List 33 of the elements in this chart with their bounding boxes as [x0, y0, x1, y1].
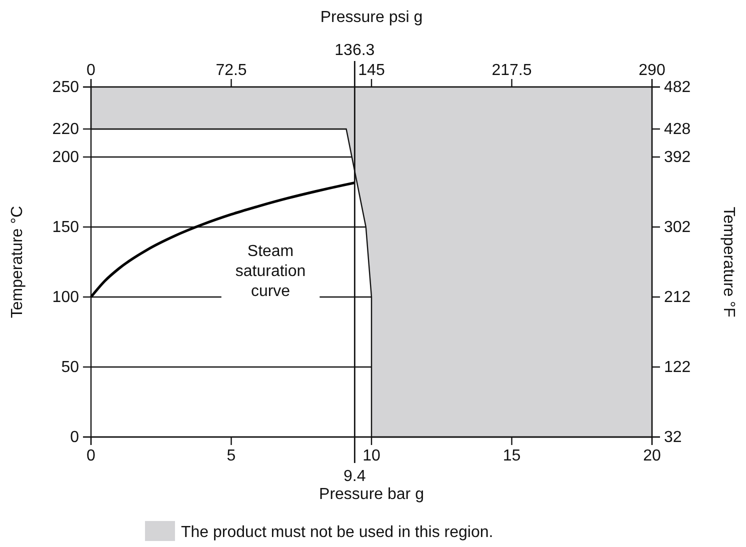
- y-tick-label: 50: [61, 359, 80, 376]
- x2-tick-label: 290: [638, 62, 666, 79]
- y2-axis-title: Temperature °F: [720, 206, 737, 318]
- annotation: Steam saturation curve: [235, 242, 306, 300]
- x-tick-label: 15: [502, 447, 521, 464]
- y2-tick-label: 32: [664, 429, 682, 446]
- x2-tick-label: 0: [86, 62, 96, 79]
- ref-line-label: 136.3: [334, 42, 375, 59]
- y2-tick-label: 122: [664, 359, 691, 376]
- y2-tick-label: 212: [664, 289, 691, 306]
- legend-label: The product must not be used in this region.: [181, 524, 494, 541]
- x2-tick-label: 145: [358, 62, 385, 79]
- y2-tick-label: 482: [664, 79, 691, 96]
- y-tick-label: 200: [52, 149, 80, 166]
- line-series: [90, 181, 356, 298]
- y-tick-label: 250: [52, 79, 80, 96]
- y-axis-title: Temperature °C: [9, 206, 26, 318]
- y-tick-label: 0: [70, 429, 80, 446]
- y2-tick-label: 302: [664, 219, 691, 236]
- y-tick-label: 150: [52, 219, 80, 236]
- y-tick-label: 220: [52, 121, 80, 138]
- x-tick-label: 5: [226, 447, 236, 464]
- x2-axis-title: Pressure psi g: [320, 9, 423, 26]
- y2-tick-label: 392: [664, 149, 691, 166]
- x-tick-label: 10: [362, 447, 380, 464]
- x2-tick-label: 72.5: [216, 62, 247, 79]
- x-axis-title: Pressure bar g: [319, 486, 424, 503]
- y-tick-label: 100: [52, 289, 80, 306]
- x-tick-label: 0: [86, 447, 96, 464]
- ref-line-label: 9.4: [344, 468, 366, 485]
- y2-tick-label: 428: [664, 121, 691, 138]
- x2-tick-label: 217.5: [492, 62, 532, 79]
- x-tick-label: 20: [643, 447, 661, 464]
